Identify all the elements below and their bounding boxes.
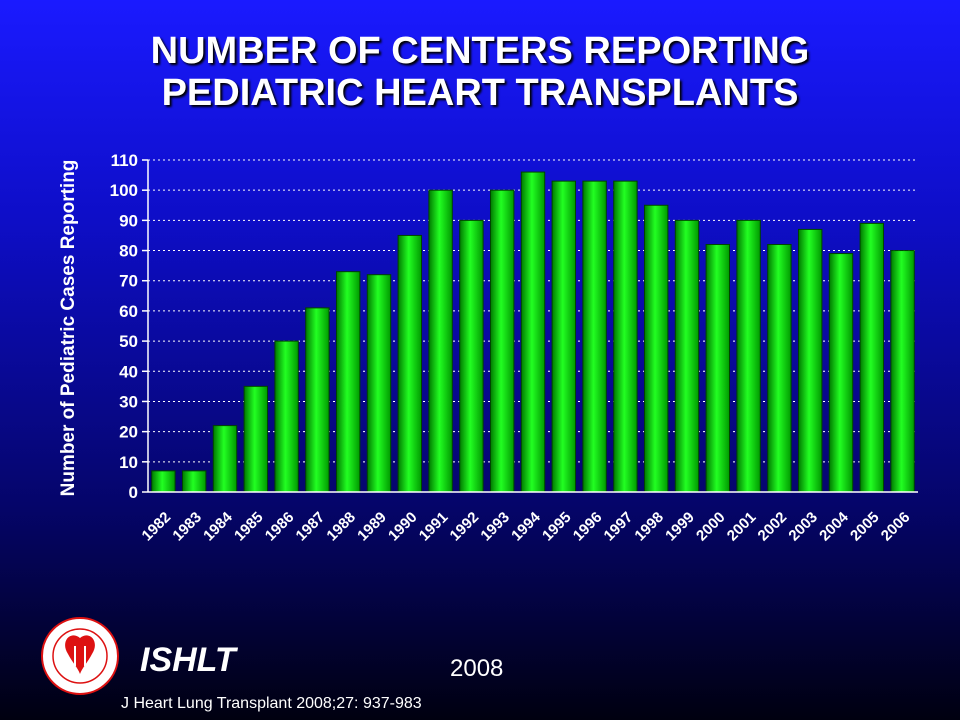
x-tick-label: 1997 xyxy=(601,509,637,545)
bar-1985 xyxy=(243,385,269,493)
y-tick-label: 20 xyxy=(119,423,138,442)
bars xyxy=(151,171,915,493)
x-tick-labels: 1982198319841985198619871988198919901991… xyxy=(139,508,914,544)
bar-1991 xyxy=(428,189,453,493)
y-tick-labels: 0 10 20 30 40 50 60 70 80 90 100 110 xyxy=(110,151,138,502)
x-tick-label: 1982 xyxy=(139,509,175,545)
bar-2006 xyxy=(890,250,915,493)
x-tick-label: 1999 xyxy=(662,509,698,545)
slide-title: NUMBER OF CENTERS REPORTING PEDIATRIC HE… xyxy=(0,30,960,114)
bar-2001 xyxy=(736,219,761,493)
y-axis-label: Number of Pediatric Cases Reporting xyxy=(58,160,79,497)
bar-1997 xyxy=(613,180,638,493)
y-tick-label: 80 xyxy=(119,242,138,261)
x-tick-label: 1990 xyxy=(385,509,421,545)
x-tick-label: 2003 xyxy=(785,509,821,545)
bar-1987 xyxy=(305,307,330,493)
bar-2000 xyxy=(705,244,731,493)
x-tick-label: 1984 xyxy=(200,508,236,544)
bar-2002 xyxy=(767,244,792,493)
x-tick-label: 1998 xyxy=(631,509,667,545)
axes xyxy=(142,159,918,493)
bar-1990 xyxy=(397,234,423,493)
x-tick-label: 2004 xyxy=(816,508,852,544)
y-tick-label: 110 xyxy=(111,151,138,170)
bar-1998 xyxy=(643,204,669,493)
bar-1992 xyxy=(459,219,484,493)
bar-1986 xyxy=(274,340,299,493)
x-tick-label: 1995 xyxy=(539,509,575,545)
bar-2003 xyxy=(797,228,823,493)
x-tick-label: 1986 xyxy=(262,509,298,545)
y-tick-label: 0 xyxy=(129,483,138,502)
y-tick-label: 50 xyxy=(119,332,138,351)
x-tick-label: 2006 xyxy=(878,509,914,545)
x-tick-label: 1983 xyxy=(169,509,205,545)
citation: J Heart Lung Transplant 2008;27: 937-983 xyxy=(121,695,422,712)
bar-1989 xyxy=(366,274,392,493)
x-tick-label: 1996 xyxy=(570,509,606,545)
x-tick-label: 2005 xyxy=(847,509,883,545)
bar-1982 xyxy=(151,470,176,493)
bar-1993 xyxy=(489,189,515,493)
bar-1994 xyxy=(520,171,546,493)
bar-1995 xyxy=(551,180,577,493)
brand-label: ISHLT xyxy=(140,641,236,679)
title-line-1: NUMBER OF CENTERS REPORTING xyxy=(150,30,810,72)
bar-1999 xyxy=(674,219,700,493)
y-tick-label: 70 xyxy=(119,272,138,291)
bar-1988 xyxy=(335,271,361,493)
y-tick-label: 90 xyxy=(119,211,138,230)
x-tick-label: 1993 xyxy=(477,509,513,545)
y-tick-label: 40 xyxy=(119,362,138,381)
bar-2004 xyxy=(828,253,854,493)
x-tick-label: 1989 xyxy=(354,509,390,545)
bar-1996 xyxy=(582,180,607,493)
y-tick-label: 10 xyxy=(119,453,138,472)
title-line-2: PEDIATRIC HEART TRANSPLANTS xyxy=(161,72,799,114)
x-tick-label: 1985 xyxy=(231,509,267,545)
year-label: 2008 xyxy=(450,655,504,682)
x-tick-label: 2002 xyxy=(755,509,791,545)
ishlt-logo xyxy=(41,617,119,695)
x-tick-label: 1987 xyxy=(293,509,329,545)
x-tick-label: 2000 xyxy=(693,509,729,545)
x-tick-label: 2001 xyxy=(724,509,760,545)
y-tick-label: 60 xyxy=(119,302,138,321)
bar-1984 xyxy=(212,425,238,493)
bar-2005 xyxy=(859,222,885,493)
x-tick-label: 1992 xyxy=(447,509,483,545)
x-tick-label: 1988 xyxy=(323,509,359,545)
x-tick-label: 1994 xyxy=(508,508,544,544)
bar-1983 xyxy=(181,470,207,493)
y-tick-label: 30 xyxy=(119,392,138,411)
x-tick-label: 1991 xyxy=(416,509,452,545)
y-tick-label: 100 xyxy=(110,181,138,200)
